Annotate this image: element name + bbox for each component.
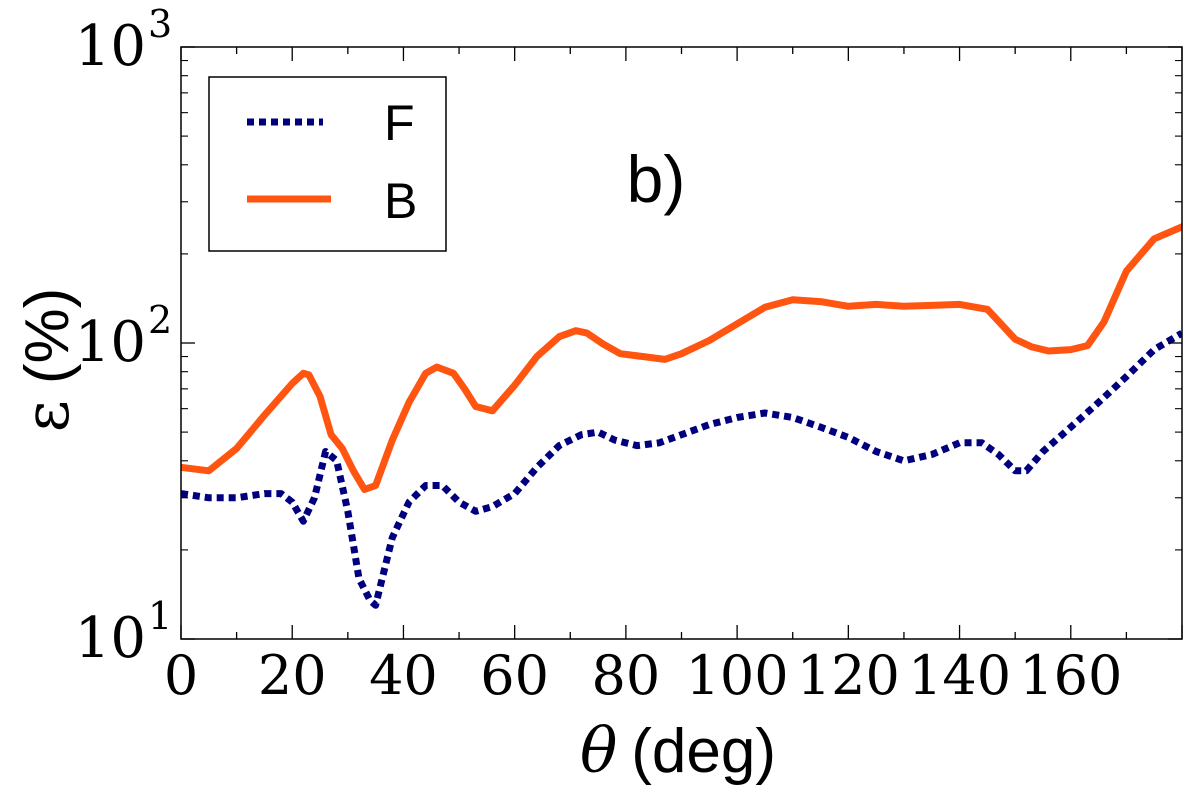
x-tick-label: 40: [369, 644, 438, 707]
y-tick-exponent: 3: [148, 2, 172, 46]
legend-label-f: F: [384, 95, 415, 151]
y-axis-symbol: ε: [10, 400, 83, 432]
series-line-f: [181, 330, 1182, 609]
x-tick-label: 140: [908, 644, 1011, 707]
x-tick-label: 0: [164, 644, 198, 707]
x-axis-symbol: θ: [580, 714, 617, 787]
legend-box: [208, 76, 447, 252]
legend-label-b: B: [384, 173, 417, 229]
panel-label: b): [627, 142, 686, 216]
y-tick-label: 10: [75, 606, 146, 671]
tick-layer: [180, 46, 1183, 640]
x-tick-label: 60: [480, 644, 549, 707]
y-tick-exponent: 2: [148, 298, 172, 342]
x-tick-label: 160: [1019, 644, 1122, 707]
x-tick-label: 80: [592, 644, 661, 707]
y-axis-unit: (%): [13, 288, 82, 384]
y-axis-label: ε (%): [10, 288, 83, 433]
y-tick-label: 10: [75, 310, 146, 375]
x-tick-label: 100: [686, 644, 789, 707]
x-tick-label: 20: [258, 644, 327, 707]
y-tick-exponent: 1: [148, 594, 172, 638]
x-axis-unit: (deg): [631, 717, 776, 786]
series-line-b: [181, 223, 1182, 493]
x-tick-label: 120: [797, 644, 900, 707]
series-layer: [181, 223, 1182, 609]
x-tick-labels: 0 20 40 60 80 100 120 140 160: [164, 644, 1122, 707]
legend: F B: [208, 76, 447, 252]
x-axis-label: θ (deg): [580, 714, 776, 787]
y-tick-label: 10: [75, 14, 146, 79]
